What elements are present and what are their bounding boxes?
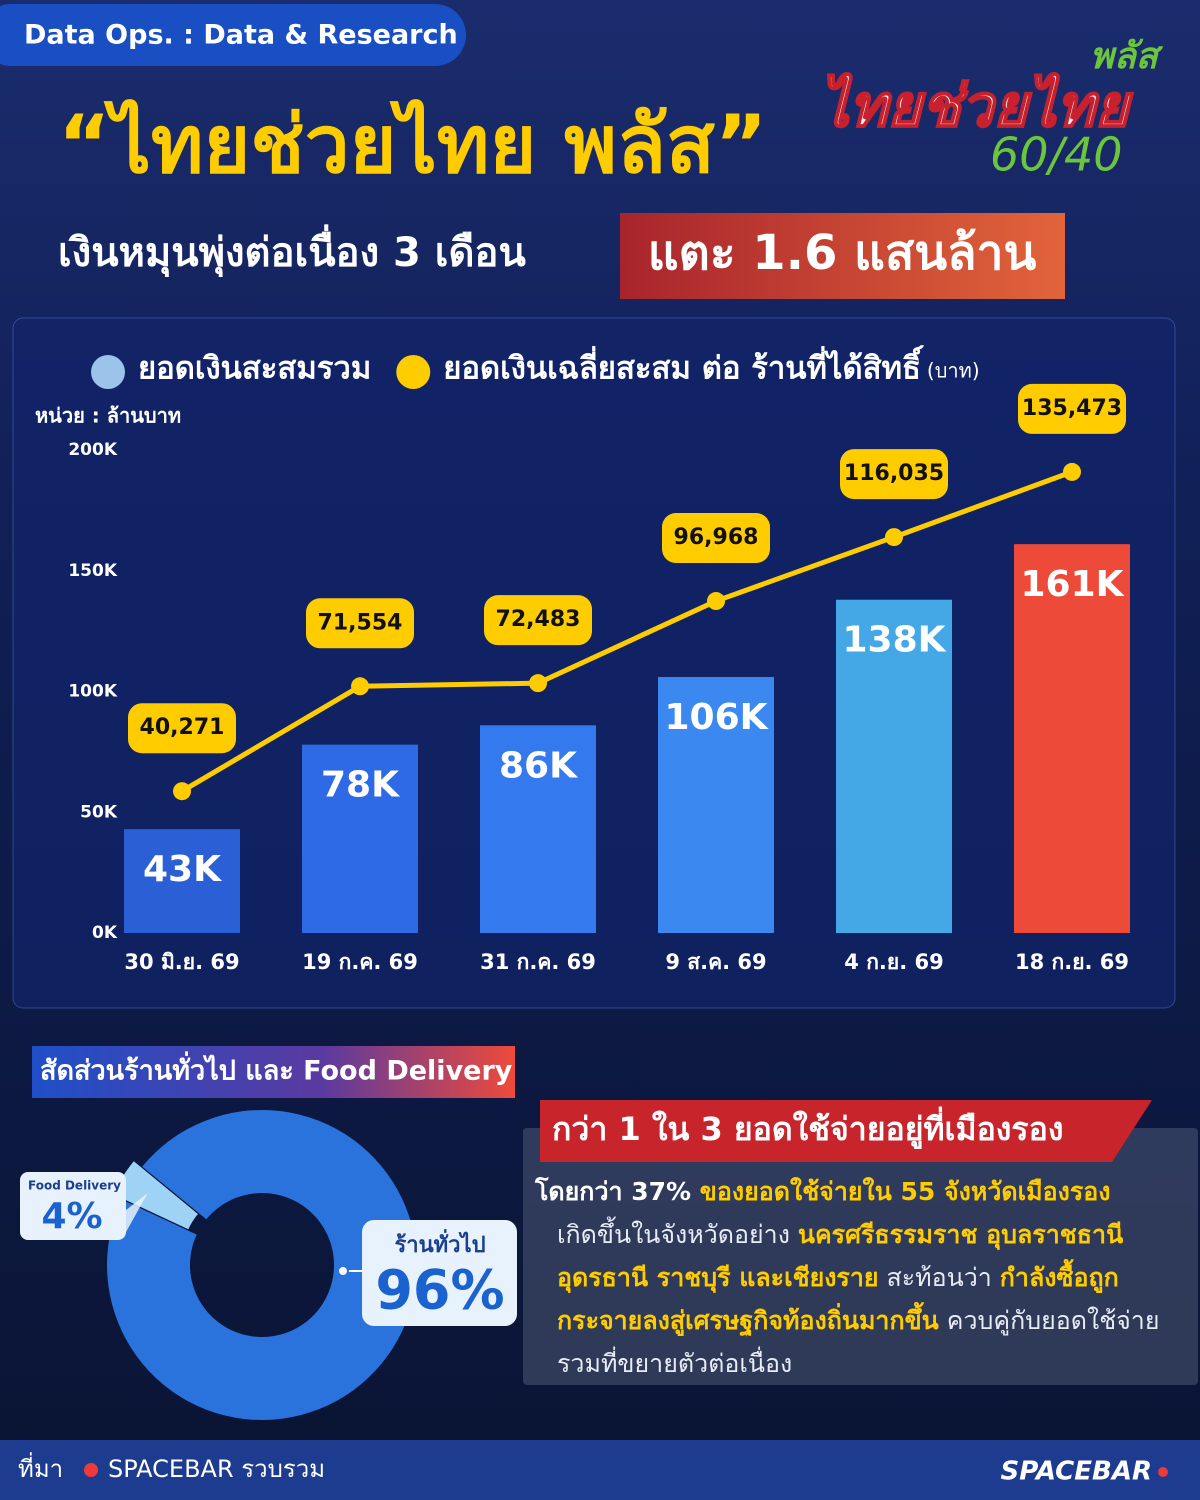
bar-value-label: 106K bbox=[664, 697, 768, 738]
donut-slice bbox=[106, 1110, 417, 1421]
footer-bar bbox=[0, 1440, 1200, 1500]
line-value-label: 135,473 bbox=[1022, 396, 1122, 421]
legend-label: ยอดเงินสะสมรวม bbox=[138, 351, 371, 387]
legend-label: ยอดเงินเฉลี่ยสะสม ต่อ ร้านที่ได้สิทธิ์ bbox=[443, 345, 924, 387]
leader-dot bbox=[337, 1265, 349, 1277]
callout-text: นครศรีธรรมราช อุบลราชธานี อุดรธานี ราชบุ… bbox=[557, 1220, 1124, 1292]
value-pill bbox=[840, 449, 948, 500]
source: SPACEBAR รวบรวม bbox=[108, 1455, 325, 1483]
bar bbox=[1014, 544, 1130, 933]
line-point bbox=[885, 528, 903, 547]
callout-text: กำลังซื้อถูกกระจายลงสู่เศรษฐกิจท้องถิ่นม… bbox=[557, 1263, 1119, 1335]
bar bbox=[480, 725, 596, 933]
bar-value-label: 161K bbox=[1020, 564, 1124, 605]
x-tick-label: 31 ก.ค. 69 bbox=[480, 950, 596, 974]
label-pointer bbox=[126, 1193, 148, 1232]
line-point bbox=[173, 782, 191, 801]
y-tick-label: 150K bbox=[68, 561, 117, 581]
callout-text: เกิดขึ้นในจังหวัดอย่าง bbox=[557, 1220, 798, 1249]
bar-value-label: 86K bbox=[499, 745, 578, 786]
x-tick-label: 4 ก.ย. 69 bbox=[844, 950, 943, 974]
line bbox=[180, 469, 1073, 794]
logo-plus: พลัส bbox=[1090, 36, 1164, 77]
callout-title: กว่า 1 ใน 3 ยอดใช้จ่ายอยู่ที่เมืองรอง bbox=[552, 1106, 1063, 1150]
value-pill bbox=[128, 703, 236, 754]
dot bbox=[84, 1463, 98, 1477]
line-point bbox=[529, 674, 547, 693]
value-pill bbox=[662, 513, 770, 564]
x-tick-label: 18 ก.ย. 69 bbox=[1015, 950, 1129, 974]
bar bbox=[302, 744, 418, 933]
y-tick-label: 0K bbox=[92, 923, 118, 943]
x-tick-label: 19 ก.ค. 69 bbox=[302, 950, 418, 974]
highlight: แตะ 1.6 แสนล้าน bbox=[648, 225, 1037, 281]
label-box bbox=[362, 1220, 517, 1326]
value-pill bbox=[306, 598, 414, 649]
y-tick-label: 50K bbox=[80, 802, 118, 822]
tag: Data Ops. : Data & Research bbox=[24, 20, 458, 51]
donut-slice bbox=[113, 1161, 198, 1230]
legend-swatch bbox=[396, 355, 431, 389]
bar-value-label: 138K bbox=[842, 620, 946, 661]
value-pill bbox=[484, 595, 592, 646]
logo-name: ไทยช่วยไทย bbox=[820, 72, 1134, 140]
line-value-label: 40,271 bbox=[140, 715, 225, 740]
line-value-label: 96,968 bbox=[674, 525, 759, 550]
legend-swatch bbox=[91, 355, 125, 389]
callout-text: สะท้อนว่า bbox=[878, 1263, 1000, 1292]
bar bbox=[658, 677, 774, 933]
value-pill bbox=[1018, 383, 1126, 434]
legend-unit: (บาท) bbox=[927, 359, 980, 383]
bar bbox=[836, 599, 952, 933]
callout-text: ของยอดใช้จ่ายใน 55 จังหวัดเมืองรอง bbox=[699, 1177, 1111, 1206]
donut-category: ร้านทั่วไป bbox=[394, 1228, 485, 1258]
callout-title-box bbox=[540, 1100, 1152, 1162]
unit-label: หน่วย : ล้านบาท bbox=[35, 404, 181, 428]
bar-value-label: 43K bbox=[143, 849, 222, 890]
callout-panel bbox=[523, 1128, 1198, 1385]
donut-category: Food Delivery bbox=[28, 1179, 121, 1193]
x-tick-label: 30 มิ.ย. 69 bbox=[124, 950, 239, 974]
donut-value-label: 4% bbox=[41, 1196, 102, 1237]
callout-body: โดยกว่า 37% ของยอดใช้จ่ายใน 55 จังหวัดเม… bbox=[535, 1170, 1195, 1385]
line-value-label: 71,554 bbox=[318, 610, 403, 635]
line-value-label: 116,035 bbox=[844, 461, 944, 486]
section-box bbox=[32, 1046, 515, 1098]
logo-ratio: 60/40 bbox=[990, 128, 1123, 182]
label-box bbox=[20, 1172, 126, 1240]
callout-text: ควบคู่กับยอดใช้จ่ายรวมที่ขยายตัวต่อเนื่อ… bbox=[557, 1306, 1160, 1378]
section-title: สัดส่วนร้านทั่วไป และ Food Delivery bbox=[40, 1051, 513, 1087]
bar bbox=[124, 829, 240, 933]
x-tick-label: 9 ส.ค. 69 bbox=[665, 950, 766, 974]
brand: SPACEBAR bbox=[1000, 1457, 1152, 1487]
donut-value-label: 96% bbox=[375, 1259, 504, 1322]
line-point bbox=[351, 677, 369, 696]
highlight-box bbox=[620, 213, 1065, 299]
callout-lead: โดยกว่า 37% ของยอดใช้จ่ายใน 55 จังหวัดเม… bbox=[535, 1170, 1195, 1213]
callout-paragraph: เกิดขึ้นในจังหวัดอย่าง นครศรีธรรมราช อุบ… bbox=[535, 1213, 1195, 1385]
title: “ไทยช่วยไทย พลัส” bbox=[58, 98, 767, 191]
callout-text: โดยกว่า 37% bbox=[535, 1177, 700, 1206]
y-tick-label: 100K bbox=[68, 682, 117, 702]
y-tick-label: 200K bbox=[68, 440, 117, 460]
source-label: ที่มา bbox=[18, 1452, 63, 1483]
line-value-label: 72,483 bbox=[496, 607, 581, 632]
bar-value-label: 78K bbox=[321, 765, 400, 806]
tag-box bbox=[0, 4, 466, 66]
line-point bbox=[707, 592, 725, 611]
line-point bbox=[1063, 462, 1081, 481]
subtitle: เงินหมุนพุ่งต่อเนื่อง 3 เดือน bbox=[58, 224, 526, 278]
brand-dot bbox=[1158, 1467, 1168, 1477]
